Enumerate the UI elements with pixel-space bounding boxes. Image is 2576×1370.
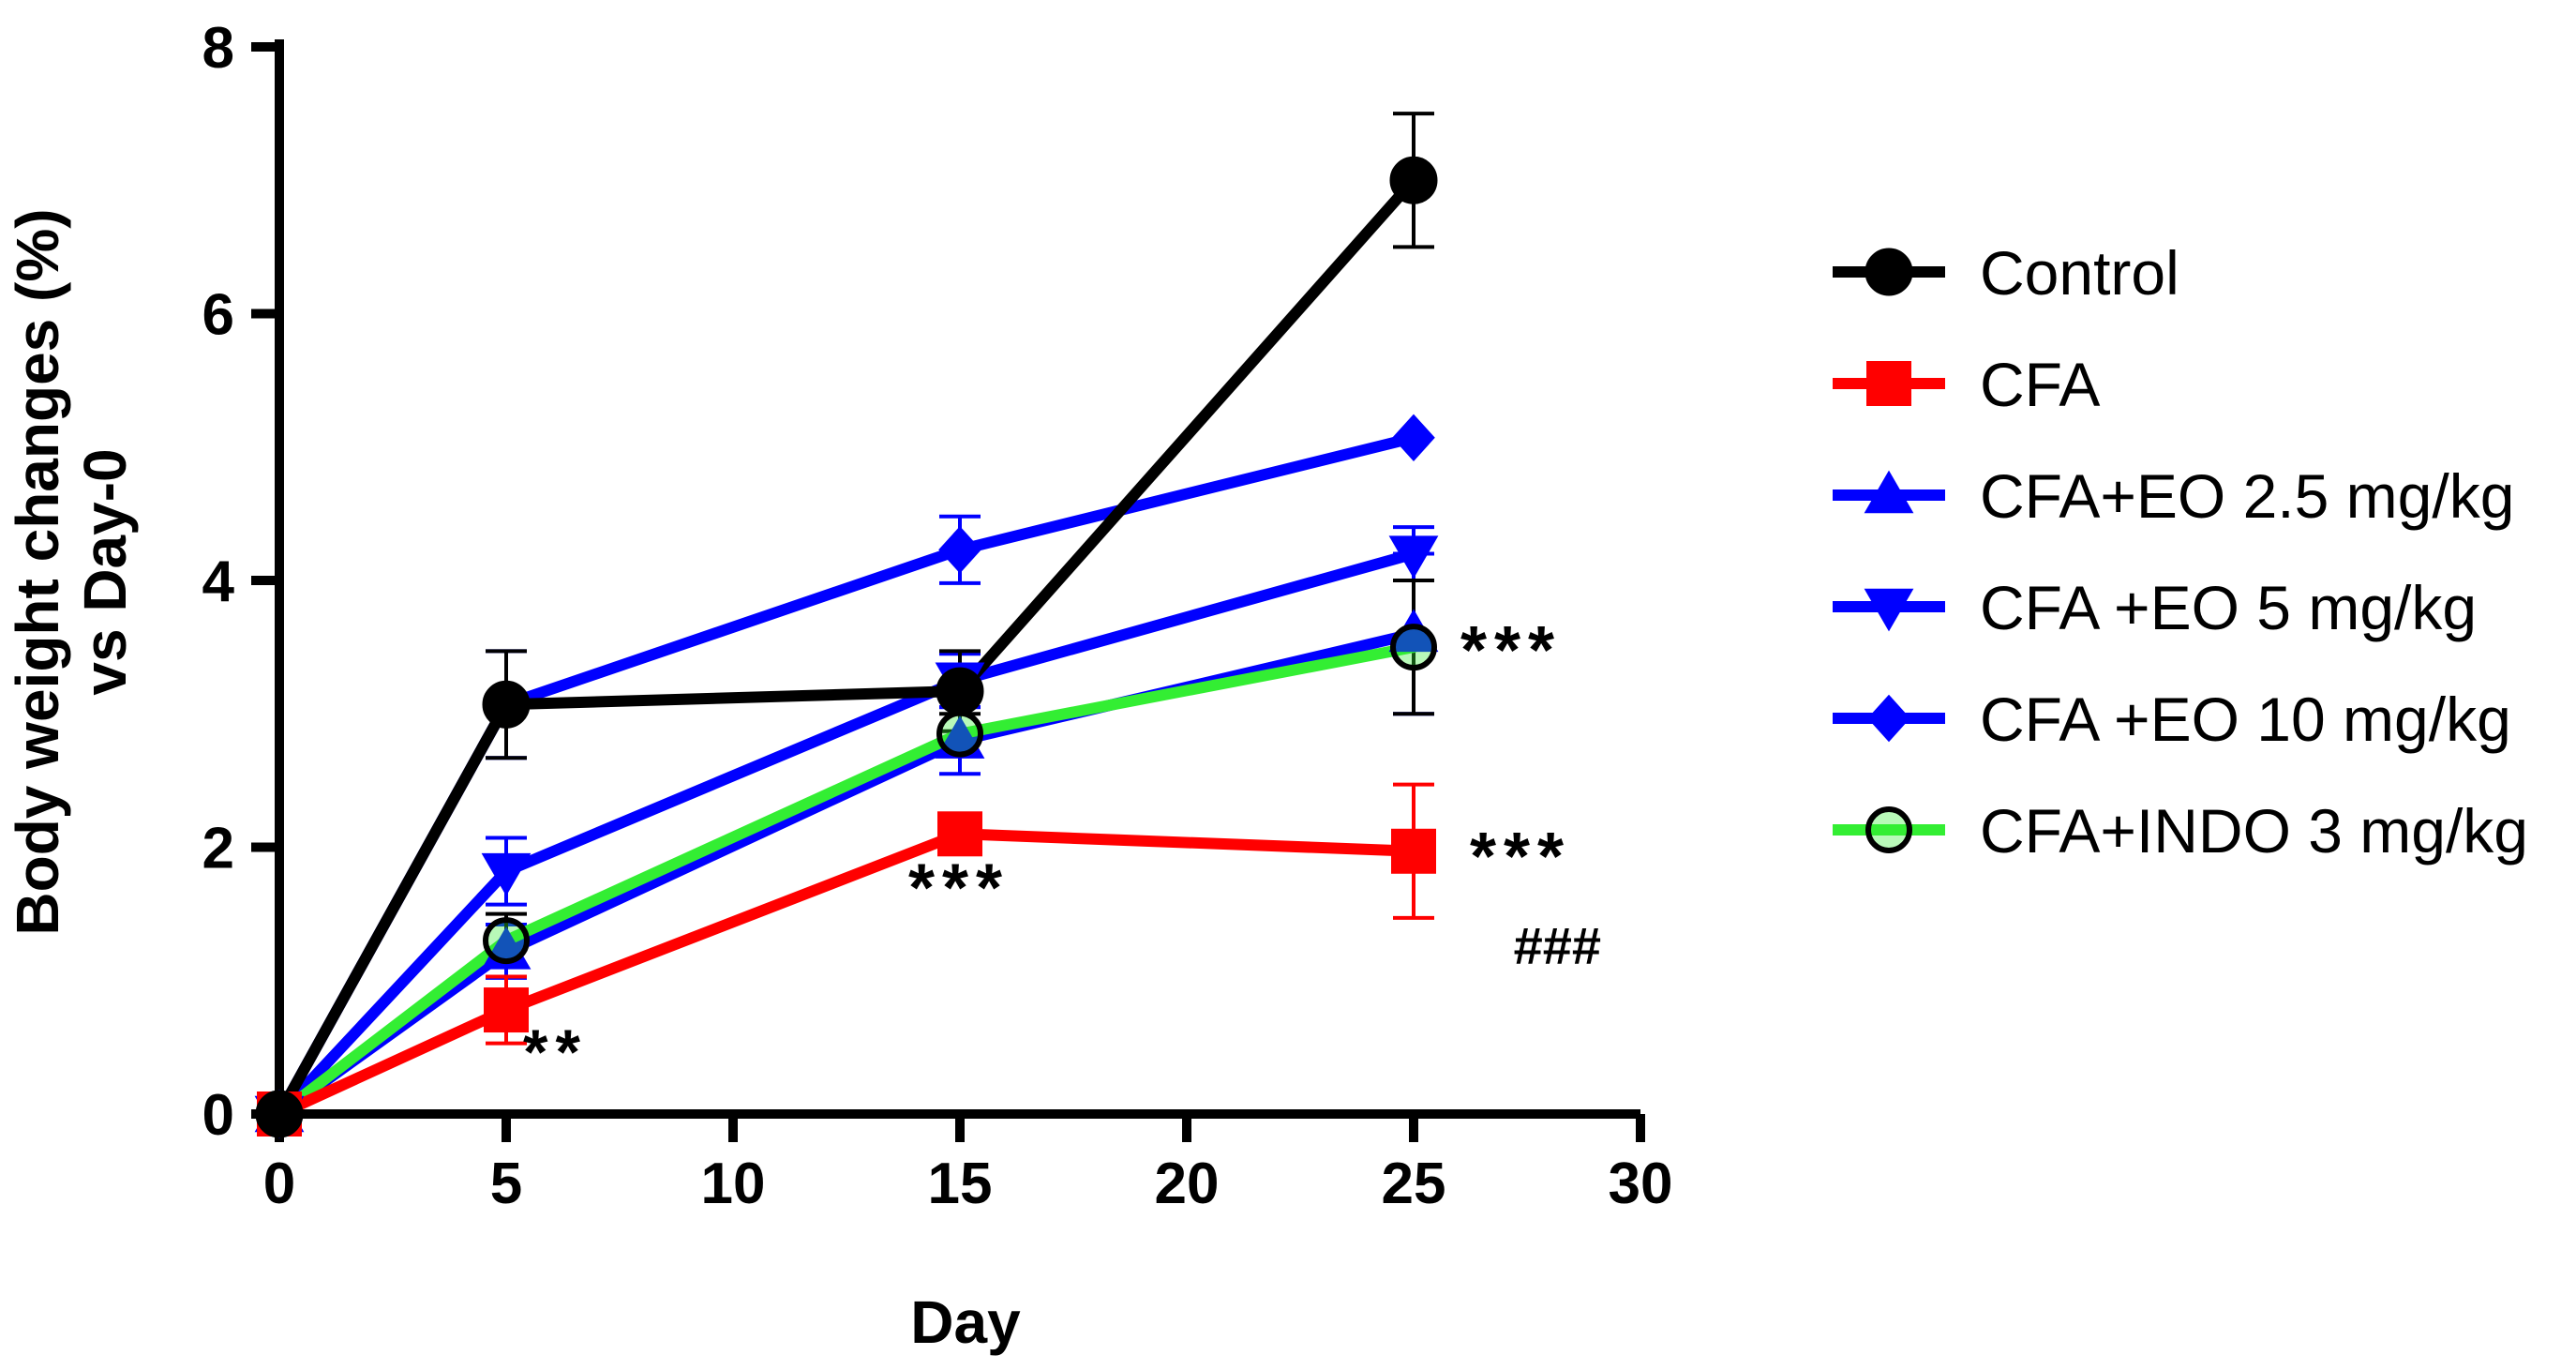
series-lines <box>274 174 1419 1120</box>
series-line-cfa-indo-3-mg-kg <box>274 641 1419 1120</box>
x-tick-label: 30 <box>1609 1152 1673 1216</box>
hash-annotation: ### <box>1514 916 1601 975</box>
data-point <box>1388 609 1439 653</box>
y-axis-title-line-2: vs Day-0 <box>71 448 139 695</box>
data-point <box>937 811 982 857</box>
data-point <box>1391 828 1436 874</box>
series-line-cfa <box>274 828 1419 1120</box>
y-axis-title: Body weight changes (%) vs Day-0 <box>4 208 139 935</box>
data-point <box>1389 156 1438 204</box>
y-tick-label: 6 <box>202 283 234 348</box>
legend-label: CFA +EO 10 mg/kg <box>1980 685 2511 754</box>
data-point <box>483 917 530 965</box>
data-markers <box>254 156 1439 1139</box>
series-line-cfa-eo-5-mg-kg <box>274 548 1419 1120</box>
legend-marker <box>1864 588 1914 632</box>
legend-item: CFA +EO 10 mg/kg <box>1833 685 2511 754</box>
x-tick-label: 15 <box>928 1152 993 1216</box>
legend-marker <box>1865 248 1913 296</box>
x-tick-label: 10 <box>701 1152 766 1216</box>
data-point <box>481 852 532 896</box>
legend-label: CFA <box>1980 350 2100 419</box>
data-point <box>1388 535 1439 579</box>
star-annotation: *** <box>1460 613 1562 688</box>
x-axis-title: Day <box>910 1288 1021 1356</box>
data-point <box>255 1090 304 1138</box>
significance-annotations: ***** ***###*** <box>523 613 1601 1088</box>
legend-marker <box>1864 470 1914 514</box>
legend-item: CFA <box>1833 350 2100 419</box>
legend-item: CFA +EO 5 mg/kg <box>1833 573 2477 642</box>
data-point <box>936 710 983 758</box>
data-point <box>938 526 981 574</box>
y-tick-label: 2 <box>202 817 234 881</box>
y-tick-label: 0 <box>202 1083 234 1148</box>
x-tick-label: 0 <box>263 1152 295 1216</box>
legend-item: CFA+EO 2.5 mg/kg <box>1833 461 2514 531</box>
legend-item: CFA+INDO 3 mg/kg <box>1833 796 2528 866</box>
series-line-cfa-eo-10-mg-kg <box>274 431 1419 1120</box>
data-point <box>484 987 529 1033</box>
legend-label: CFA +EO 5 mg/kg <box>1980 573 2477 642</box>
x-tick-label: 20 <box>1155 1152 1220 1216</box>
data-point <box>936 667 984 715</box>
legend-label: Control <box>1980 238 2179 308</box>
legend-marker <box>1866 361 1911 406</box>
y-axis-title-line-1: Body weight changes (%) <box>4 208 71 935</box>
legend-label: CFA+EO 2.5 mg/kg <box>1980 461 2514 531</box>
star-annotation: ** <box>523 1016 588 1088</box>
data-point <box>1390 624 1437 671</box>
x-tick-label: 25 <box>1382 1152 1446 1216</box>
axes: 0 5 10 15 20 25 30 0 2 4 6 8 <box>202 16 1673 1216</box>
star-annotation: *** <box>1470 820 1571 895</box>
x-tick-label: 5 <box>490 1152 522 1216</box>
legend-marker <box>1867 694 1910 743</box>
y-tick-label: 4 <box>202 550 235 614</box>
legend-label: CFA+INDO 3 mg/kg <box>1980 796 2528 866</box>
y-tick-label: 8 <box>202 16 234 81</box>
legend: Control CFA CFA+EO 2.5 mg/kg CFA +EO 5 mg/k… <box>1833 238 2528 866</box>
data-point <box>482 680 531 729</box>
legend-item: Control <box>1833 238 2179 308</box>
star-annotation: *** <box>908 851 1010 926</box>
legend-marker <box>1865 806 1912 853</box>
data-point <box>1392 414 1435 461</box>
series-line-control <box>274 174 1419 1120</box>
